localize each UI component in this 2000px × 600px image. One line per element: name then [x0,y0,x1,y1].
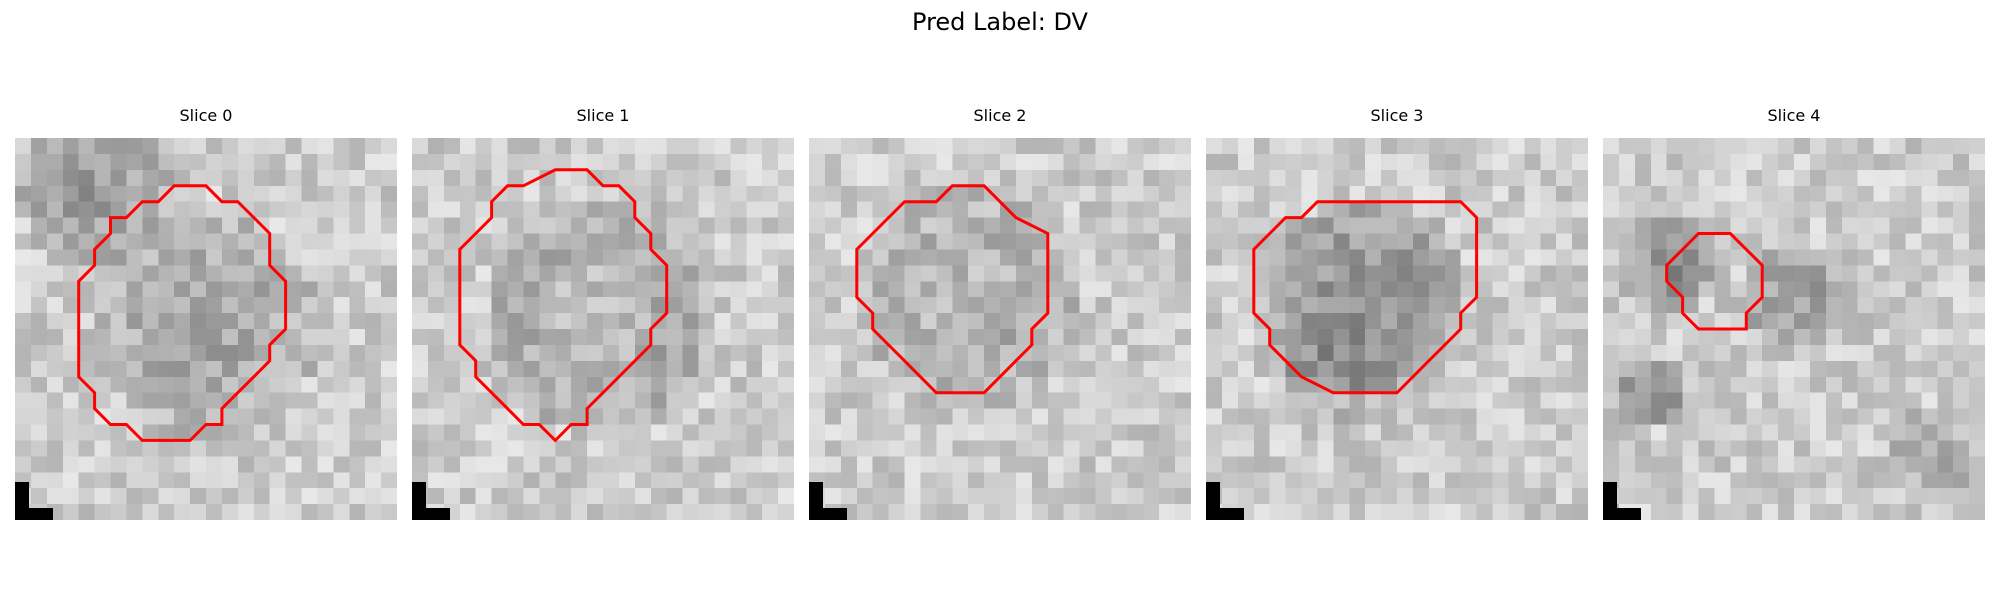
slice-title: Slice 2 [973,106,1027,125]
prediction-contour [1665,232,1764,331]
slice-title: Slice 4 [1767,106,1821,125]
slice-image-1 [412,138,794,520]
prediction-contour [855,184,1050,395]
slice-title: Slice 1 [576,106,630,125]
slice-image-2 [809,138,1191,520]
slice-pixel-grid [1206,138,1588,520]
slice-image-3 [1206,138,1588,520]
slice-title: Slice 3 [1370,106,1424,125]
slice-panel-1: Slice 1 [412,106,794,520]
slice-panel-3: Slice 3 [1206,106,1588,520]
prediction-contour [458,168,669,443]
prediction-contour [77,184,288,442]
corner-marker-horizontal [809,508,847,520]
corner-marker-horizontal [15,508,53,520]
corner-marker-horizontal [412,508,450,520]
slice-image-4 [1603,138,1985,520]
slice-panel-0: Slice 0 [15,106,397,520]
slice-panel-4: Slice 4 [1603,106,1985,520]
slice-title: Slice 0 [179,106,233,125]
figure-title: Pred Label: DV [912,8,1088,36]
slice-pixel-grid [1603,138,1985,520]
slice-panel-2: Slice 2 [809,106,1191,520]
slice-pixel-grid [15,138,397,520]
corner-marker-horizontal [1206,508,1244,520]
corner-marker-horizontal [1603,508,1641,520]
slice-pixel-grid [809,138,1191,520]
prediction-contour [1252,200,1479,395]
slice-pixel-grid [412,138,794,520]
slice-image-0 [15,138,397,520]
